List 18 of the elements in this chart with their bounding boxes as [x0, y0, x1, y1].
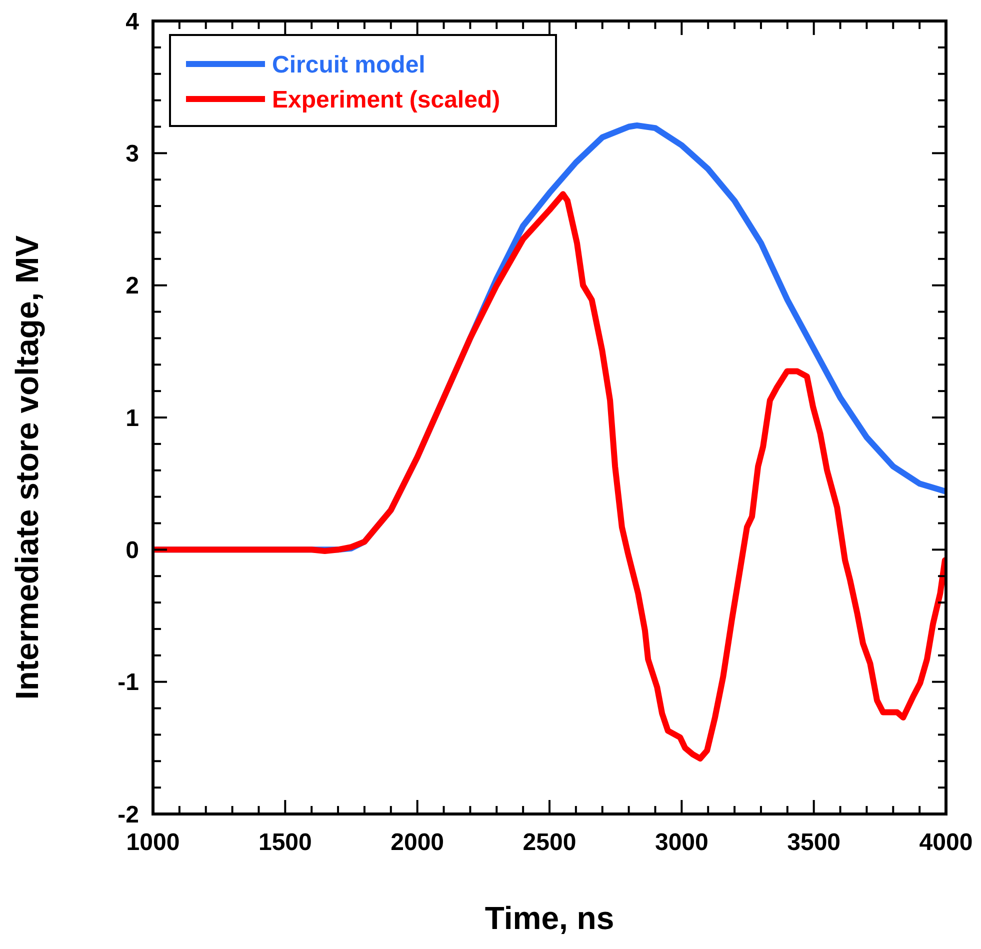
x-tick-label: 2500 [522, 829, 576, 856]
legend-label: Experiment (scaled) [272, 86, 500, 114]
y-tick-label: -1 [118, 669, 139, 696]
y-tick-label: 1 [126, 404, 139, 432]
x-tick-label: 2000 [390, 829, 444, 856]
y-tick-label: 4 [126, 8, 140, 36]
y-axis-title: Intermediate store voltage, MV [9, 234, 45, 700]
y-tick-label: 0 [126, 537, 139, 564]
x-tick-label: 3000 [654, 829, 708, 856]
legend-label: Circuit model [272, 51, 426, 78]
x-tick-label: 1500 [258, 829, 312, 856]
y-tick-label: -2 [118, 801, 139, 828]
x-tick-label: 3500 [787, 829, 841, 856]
y-tick-label: 3 [126, 140, 139, 168]
x-axis-title: Time, ns [484, 900, 614, 936]
y-tick-label: 2 [126, 272, 139, 300]
x-tick-label: 1000 [126, 829, 180, 856]
x-tick-label: 4000 [919, 829, 973, 856]
